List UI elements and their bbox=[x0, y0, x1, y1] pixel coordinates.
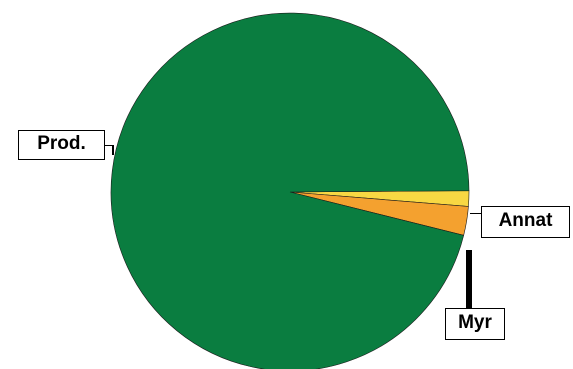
prod-leader-line-vertical bbox=[112, 145, 114, 155]
slice-label-annat: Annat bbox=[481, 206, 570, 238]
prod-leader-line bbox=[105, 145, 113, 146]
slice-label-myr: Myr bbox=[445, 308, 505, 340]
annat-leader-line bbox=[470, 213, 481, 214]
slice-label-prod: Prod. bbox=[18, 130, 105, 160]
myr-leader-line bbox=[466, 250, 472, 308]
pie-slice-prod bbox=[110, 12, 470, 369]
